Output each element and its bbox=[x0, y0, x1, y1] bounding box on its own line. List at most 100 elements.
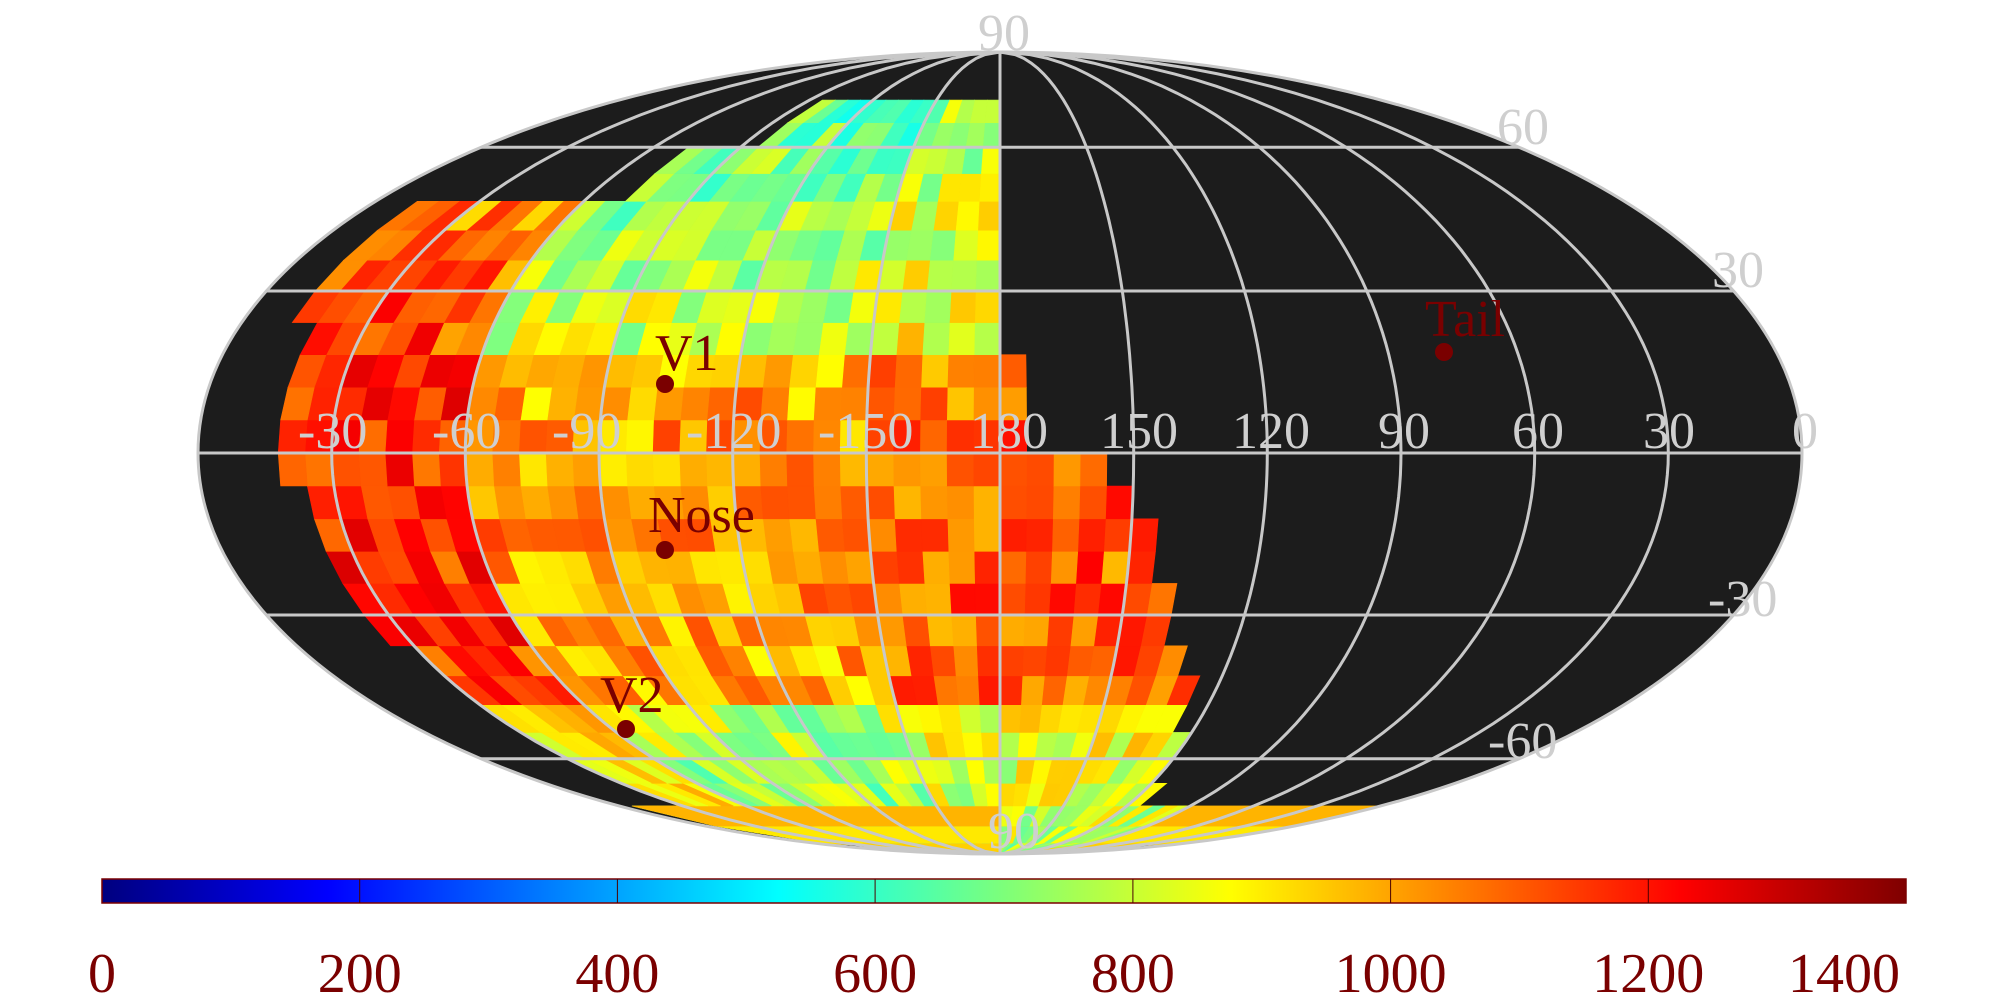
marker-v1-dot bbox=[656, 375, 674, 393]
flux-pixel bbox=[999, 485, 1027, 520]
flux-pixel bbox=[788, 354, 819, 388]
flux-pixel bbox=[947, 550, 976, 584]
colorbar-tick-label: 1200 bbox=[1592, 943, 1704, 1000]
flux-pixel bbox=[1066, 645, 1095, 677]
flux-pixel bbox=[950, 259, 977, 292]
lon-label: 180 bbox=[970, 403, 1048, 460]
flux-pixel bbox=[973, 518, 1001, 552]
flux-pixel bbox=[1052, 452, 1081, 487]
flux-pixel bbox=[958, 704, 982, 733]
flux-pixel bbox=[923, 583, 952, 616]
lon-label: 60 bbox=[1512, 403, 1564, 460]
flux-pixel bbox=[999, 675, 1023, 706]
colorbar-tick-label: 800 bbox=[1091, 943, 1175, 1000]
flux-pixel bbox=[976, 645, 1001, 677]
flux-pixel bbox=[1025, 518, 1054, 552]
lon-label: -120 bbox=[686, 403, 781, 460]
flux-pixel bbox=[867, 354, 897, 388]
flux-pixel bbox=[973, 322, 1001, 356]
flux-pixel bbox=[946, 485, 974, 520]
flux-pixel bbox=[844, 322, 874, 356]
flux-pixel bbox=[1052, 485, 1081, 520]
flux-pixel bbox=[1069, 614, 1099, 647]
flux-pixel bbox=[894, 354, 923, 388]
flux-pixel-layer bbox=[277, 99, 1381, 854]
flux-pixel bbox=[973, 550, 1001, 584]
flux-pixel bbox=[759, 485, 790, 520]
flux-pixel bbox=[1048, 583, 1077, 616]
flux-pixel bbox=[999, 354, 1027, 388]
flux-pixel bbox=[546, 485, 579, 520]
colorbar-tick-label: 600 bbox=[833, 943, 917, 1000]
flux-pixel bbox=[980, 147, 1001, 174]
lat-label-30s: -30 bbox=[1708, 571, 1777, 628]
flux-pixel bbox=[895, 322, 925, 356]
flux-pixel bbox=[788, 518, 819, 552]
marker-v1-label: V1 bbox=[655, 325, 719, 382]
flux-pixel bbox=[384, 419, 415, 454]
flux-pixel bbox=[919, 386, 948, 421]
flux-pixel bbox=[999, 645, 1024, 677]
lon-label: 0 bbox=[1792, 403, 1818, 460]
flux-pixel bbox=[926, 614, 954, 647]
flux-pixel bbox=[1051, 518, 1080, 552]
flux-pixel bbox=[980, 732, 1001, 760]
flux-pixel bbox=[999, 550, 1027, 584]
flux-pixel bbox=[949, 290, 976, 323]
flux-pixel bbox=[815, 354, 845, 388]
flux-pixel bbox=[1020, 675, 1045, 706]
lon-label: 120 bbox=[1232, 403, 1310, 460]
flux-pixel bbox=[813, 485, 843, 520]
flux-pixel bbox=[1021, 645, 1048, 677]
flux-pixel bbox=[977, 201, 1001, 231]
flux-pixel bbox=[652, 419, 681, 454]
flux-pixel bbox=[1075, 550, 1105, 584]
flux-pixel bbox=[786, 386, 816, 421]
flux-pixel bbox=[898, 290, 927, 323]
marker-tail-label: Tail bbox=[1425, 291, 1505, 348]
flux-pixel bbox=[982, 122, 1001, 148]
flux-pixel bbox=[841, 518, 871, 552]
flux-pixel bbox=[977, 675, 1001, 706]
flux-pixel bbox=[976, 229, 1001, 261]
flux-pixel bbox=[920, 354, 949, 388]
flux-pixel bbox=[1126, 550, 1156, 584]
flux-pixel bbox=[946, 518, 975, 552]
flux-pixel bbox=[1105, 485, 1134, 520]
lon-label: -60 bbox=[432, 403, 501, 460]
flux-pixel bbox=[818, 322, 849, 356]
flux-pixel bbox=[975, 259, 1001, 292]
flux-pixel bbox=[786, 99, 836, 123]
marker-tail-dot bbox=[1435, 343, 1453, 361]
colorbar-tick-label: 0 bbox=[88, 943, 116, 1000]
flux-pixel bbox=[867, 518, 897, 552]
flux-pixel bbox=[895, 550, 925, 584]
flux-pixel bbox=[973, 485, 1001, 520]
flux-pixel bbox=[958, 173, 982, 202]
lon-label: -90 bbox=[552, 403, 621, 460]
flux-pixel bbox=[1024, 550, 1053, 584]
flux-pixel bbox=[762, 518, 794, 552]
flux-pixel bbox=[520, 386, 553, 421]
flux-pixel bbox=[844, 550, 874, 584]
flux-pixel bbox=[955, 201, 980, 231]
flux-pixel bbox=[1050, 550, 1079, 584]
colorbar-tick-label: 200 bbox=[318, 943, 402, 1000]
flux-pixel bbox=[919, 419, 948, 454]
flux-pixel bbox=[1023, 614, 1050, 647]
lat-label-30n: 30 bbox=[1712, 242, 1764, 299]
flux-pixel bbox=[1129, 518, 1159, 552]
colorbar-tick-label: 400 bbox=[575, 943, 659, 1000]
flux-pixel bbox=[1041, 675, 1068, 706]
flux-pixel bbox=[921, 322, 950, 356]
flux-pixel bbox=[999, 704, 1022, 733]
colorbar-gradient bbox=[101, 878, 1907, 904]
flux-pixel bbox=[518, 452, 548, 487]
flux-pixel bbox=[999, 614, 1025, 647]
flux-pixel bbox=[950, 614, 977, 647]
flux-pixel bbox=[999, 583, 1026, 616]
flux-pixel bbox=[893, 485, 922, 520]
lon-label: 30 bbox=[1643, 403, 1695, 460]
lon-label: -150 bbox=[818, 403, 913, 460]
flux-pixel bbox=[919, 485, 948, 520]
